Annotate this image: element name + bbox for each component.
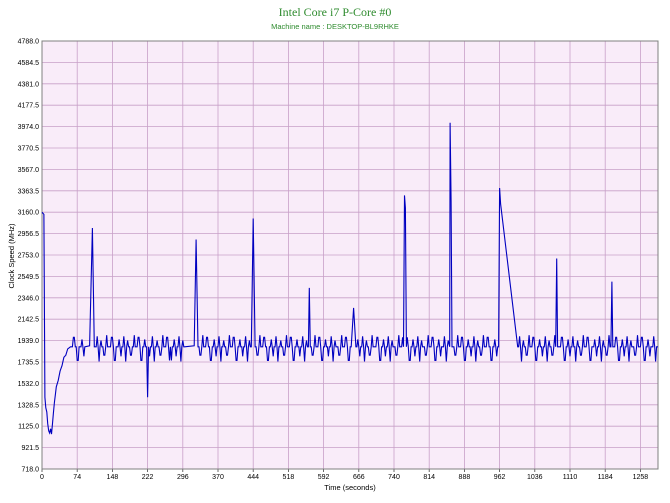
x-tick-label: 370 [212,474,224,481]
y-tick-label: 4788.0 [18,39,40,46]
y-tick-label: 1532.0 [18,381,40,388]
y-tick-label: 1939.0 [18,338,40,345]
x-tick-label: 740 [388,474,400,481]
x-tick-label: 444 [247,474,259,481]
y-tick-label: 1328.5 [18,402,40,409]
y-tick-label: 3974.0 [18,124,40,131]
series-line [41,122,658,435]
x-tick-label: 814 [423,474,435,481]
y-tick-label: 1735.5 [18,360,40,367]
y-tick-label: 1125.0 [18,424,39,431]
y-tick-label: 2753.0 [18,253,40,260]
x-tick-label: 1184 [598,474,613,481]
x-tick-label: 222 [142,474,154,481]
x-tick-label: 962 [494,474,506,481]
chart-subtitle: Machine name : DESKTOP-BL9RHKE [271,22,399,31]
y-tick-label: 4584.5 [18,60,40,67]
x-tick-label: 148 [107,474,119,481]
x-tick-label: 0 [40,474,44,481]
x-tick-label: 592 [318,474,330,481]
x-tick-label: 74 [73,474,81,481]
chart-title: Intel Core i7 P-Core #0 [279,5,392,19]
y-tick-label: 3363.5 [18,188,40,195]
x-tick-label: 296 [177,474,189,481]
y-tick-label: 2346.0 [18,295,40,302]
y-tick-label: 2956.5 [18,231,40,238]
x-tick-label: 1110 [563,474,578,481]
y-tick-label: 4177.5 [18,103,40,110]
x-tick-label: 1036 [527,474,543,481]
x-tick-label: 1258 [633,474,649,481]
x-tick-label: 888 [459,474,471,481]
y-tick-label: 921.5 [21,445,39,452]
y-tick-label: 3567.0 [18,167,40,174]
x-tick-label: 666 [353,474,365,481]
y-tick-label: 2142.5 [18,317,40,324]
plot-area: 4788.0 4584.5 4381.0 4177.5 3974.0 3770.5 3567… [18,39,659,481]
y-tick-label: 2549.5 [18,274,40,281]
y-tick-label: 3160.0 [18,210,40,217]
x-tick-label: 518 [283,474,295,481]
x-axis-label: Time (seconds) [324,483,376,492]
y-tick-label: 4381.0 [18,81,40,88]
plot-border [41,40,659,470]
y-tick-label: 718.0 [21,467,39,474]
y-axis-label: Clock Speed (MHz) [7,223,16,289]
y-tick-label: 3770.5 [18,146,40,153]
